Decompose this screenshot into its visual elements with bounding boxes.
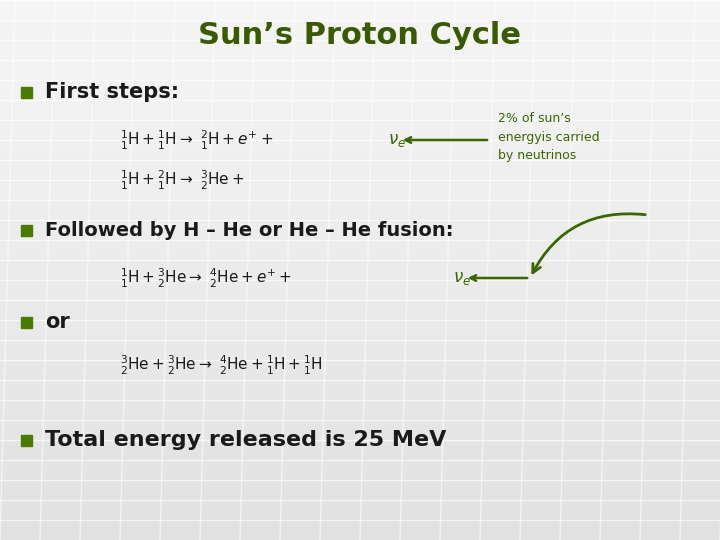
Text: $\nu_e$: $\nu_e$ [388, 131, 406, 149]
Bar [22, 225, 32, 235]
Text: $\nu_e$: $\nu_e$ [453, 269, 471, 287]
Text: Total energy released is 25 MeV: Total energy released is 25 MeV [45, 430, 446, 450]
Text: or: or [45, 312, 70, 332]
Bar [22, 316, 32, 327]
Text: $^{1}_{1}\mathrm{H} + ^{1}_{1}\mathrm{H} \rightarrow\ ^{2}_{1}\mathrm{H} + e^{+}: $^{1}_{1}\mathrm{H} + ^{1}_{1}\mathrm{H}… [120, 129, 274, 152]
Text: $^{1}_{1}\mathrm{H} + ^{3}_{2}\mathrm{He} \rightarrow\ ^{4}_{2}\mathrm{He} + e^{: $^{1}_{1}\mathrm{H} + ^{3}_{2}\mathrm{He… [120, 266, 292, 289]
FancyArrowPatch shape [533, 214, 645, 273]
Bar [22, 86, 32, 98]
Text: $^{3}_{2}\mathrm{He} + ^{3}_{2}\mathrm{He} \rightarrow\ ^{4}_{2}\mathrm{He} + ^{: $^{3}_{2}\mathrm{He} + ^{3}_{2}\mathrm{H… [120, 353, 323, 376]
Text: First steps:: First steps: [45, 82, 179, 102]
Text: 2% of sun’s
energyis carried
by neutrinos: 2% of sun’s energyis carried by neutrino… [498, 112, 600, 161]
Text: Followed by H – He or He – He fusion:: Followed by H – He or He – He fusion: [45, 220, 454, 240]
Bar [22, 435, 32, 446]
Text: Sun’s Proton Cycle: Sun’s Proton Cycle [199, 21, 521, 50]
Text: $^{1}_{1}\mathrm{H} + ^{2}_{1}\mathrm{H} \rightarrow\ ^{3}_{2}\mathrm{He} + $: $^{1}_{1}\mathrm{H} + ^{2}_{1}\mathrm{H}… [120, 168, 245, 192]
